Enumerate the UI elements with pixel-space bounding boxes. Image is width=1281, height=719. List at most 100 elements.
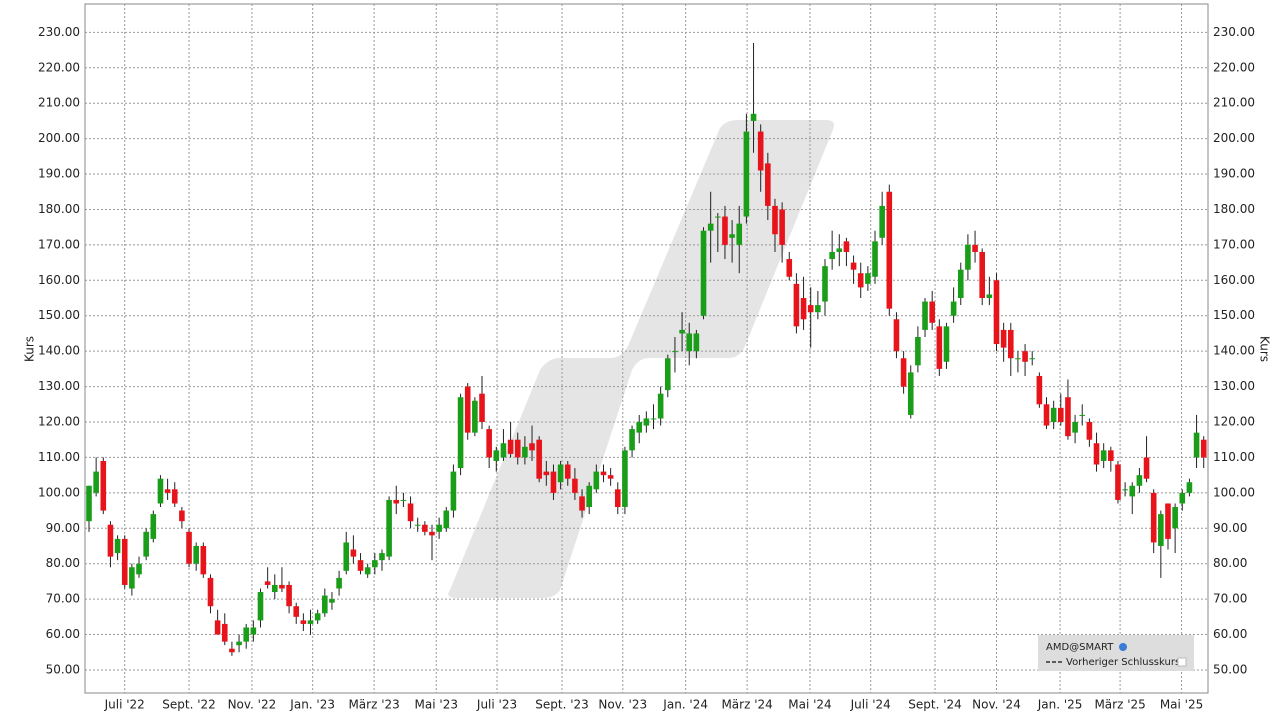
- candle-body: [979, 251, 985, 299]
- y-tick-label: 180.00: [38, 202, 80, 216]
- candle-body: [157, 478, 164, 504]
- candles: [86, 42, 1207, 656]
- candle-body: [271, 584, 278, 593]
- candle-body: [800, 298, 807, 320]
- candle-body: [1122, 489, 1128, 491]
- y-tick-label: 90.00: [46, 521, 80, 535]
- x-tick-label: Mai '24: [788, 698, 831, 712]
- candle-body: [429, 531, 435, 536]
- candle-body: [607, 475, 614, 479]
- candle-body: [322, 595, 328, 614]
- candle-body: [514, 439, 521, 458]
- y-tick-label: 80.00: [46, 556, 80, 570]
- candle-body: [1179, 492, 1186, 504]
- candle-body: [129, 567, 135, 589]
- y-tick-label-right: 70.00: [1213, 592, 1247, 606]
- candle-body: [472, 400, 478, 433]
- candle-body: [229, 648, 235, 653]
- candle-body: [100, 460, 107, 511]
- x-tick-label: Sept. '24: [908, 698, 962, 712]
- candle-body: [707, 223, 714, 231]
- candle-body: [236, 641, 242, 646]
- candle-body: [715, 216, 721, 218]
- candle-body: [150, 514, 157, 539]
- candle-body: [314, 613, 321, 621]
- y-tick-label: 60.00: [46, 627, 80, 641]
- y-tick-label: 210.00: [38, 96, 80, 110]
- x-tick-label: Nov. '24: [972, 698, 1021, 712]
- candle-body: [136, 563, 142, 575]
- candle-body: [207, 577, 214, 607]
- x-tick-label: Jan. '24: [662, 698, 708, 712]
- candle-body: [93, 471, 99, 493]
- candle-body: [965, 244, 971, 270]
- legend-checkbox[interactable]: [1177, 657, 1187, 667]
- x-tick-label: Juli '23: [476, 698, 517, 712]
- candle-body: [264, 581, 271, 585]
- candle-body: [186, 531, 192, 564]
- candle-body: [650, 418, 657, 420]
- candle-body: [815, 305, 821, 313]
- candle-body: [143, 531, 149, 557]
- legend-icon: [1119, 643, 1127, 651]
- y-tick-label-right: 210.00: [1213, 96, 1255, 110]
- candle-body: [114, 538, 121, 554]
- candle-body: [850, 262, 857, 270]
- candle-body: [357, 560, 364, 571]
- candle-body: [679, 329, 685, 334]
- candle-body: [164, 489, 171, 493]
- y-tick-label: 100.00: [38, 485, 80, 499]
- candle-body: [1065, 397, 1071, 437]
- candle-body: [1172, 507, 1178, 529]
- candle-body: [336, 577, 342, 589]
- x-tick-label: März '23: [348, 698, 399, 712]
- y-tick-label-right: 150.00: [1213, 308, 1255, 322]
- candle-body: [464, 386, 471, 433]
- y-tick-label: 190.00: [38, 167, 80, 181]
- candle-body: [1000, 329, 1007, 348]
- candle-body: [171, 489, 178, 504]
- y-tick-label-right: 220.00: [1213, 60, 1255, 74]
- candle-body: [614, 489, 621, 508]
- candle-body: [972, 244, 978, 252]
- x-tick-label: Nov. '22: [228, 698, 277, 712]
- candle-body: [657, 393, 664, 419]
- candle-body: [557, 464, 564, 483]
- candle-body: [343, 542, 350, 571]
- x-tick-label: Juli '24: [850, 698, 891, 712]
- candle-body: [643, 418, 650, 426]
- candle-body: [379, 553, 385, 561]
- candle-body: [636, 422, 643, 433]
- candle-body: [364, 567, 371, 575]
- candle-body: [743, 131, 750, 217]
- candle-body: [1193, 432, 1200, 458]
- candle-body: [486, 429, 492, 458]
- candle-body: [957, 269, 964, 299]
- candle-body: [221, 623, 228, 642]
- y-tick-label-right: 90.00: [1213, 521, 1247, 535]
- legend-label: AMD@SMART: [1046, 642, 1114, 653]
- candle-body: [179, 510, 185, 522]
- candle-body: [1058, 407, 1064, 423]
- candle-body: [572, 478, 578, 493]
- candle-body: [1036, 375, 1043, 405]
- candle-body: [950, 301, 957, 316]
- candle-body: [900, 358, 907, 387]
- candle-body: [1129, 485, 1136, 497]
- candle-body: [1015, 358, 1021, 360]
- candle-body: [286, 584, 292, 607]
- candle-body: [1200, 439, 1207, 458]
- y-tick-label-right: 130.00: [1213, 379, 1255, 393]
- y-axis-label-right: Kurs: [1258, 336, 1272, 362]
- candle-body: [300, 620, 307, 624]
- candle-body: [443, 510, 450, 529]
- candle-body: [772, 205, 778, 235]
- candle-body: [193, 545, 199, 564]
- candle-body: [872, 241, 878, 277]
- y-tick-label-right: 230.00: [1213, 25, 1255, 39]
- y-tick-label-right: 120.00: [1213, 415, 1255, 429]
- candle-body: [722, 216, 728, 245]
- x-tick-label: Mai '23: [415, 698, 458, 712]
- candle-body: [929, 301, 935, 323]
